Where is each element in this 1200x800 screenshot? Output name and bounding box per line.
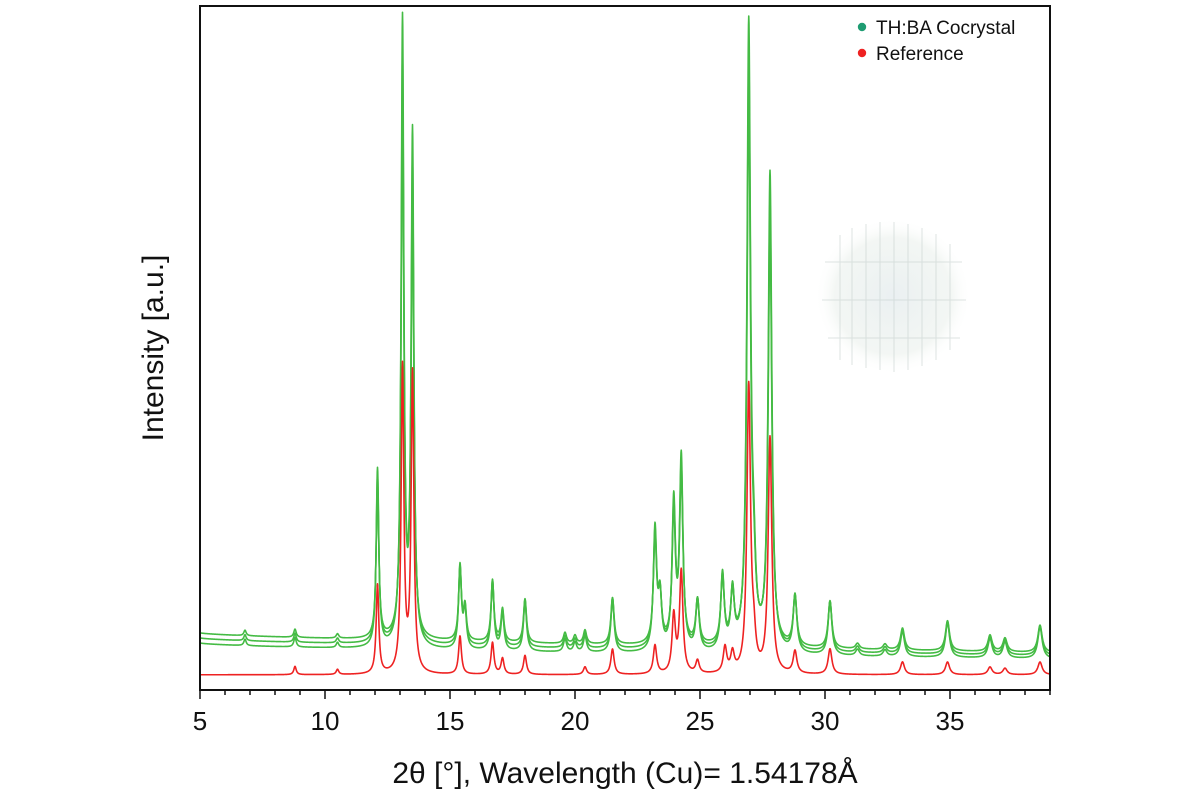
y-axis-title: Intensity [a.u.]	[137, 255, 170, 442]
series-line-reference-1	[200, 360, 1050, 676]
series-line-cocrystal-2	[200, 51, 1050, 656]
x-tick-label: 10	[311, 706, 340, 736]
x-axis-title: 2θ [°], Wavelength (Cu)= 1.54178Å	[392, 757, 857, 790]
legend-label: Reference	[876, 44, 964, 65]
x-tick-label: 35	[936, 706, 965, 736]
legend-marker	[857, 48, 867, 58]
series-line-cocrystal-3	[200, 91, 1050, 653]
x-tick-label: 5	[193, 706, 207, 736]
x-tick-label: 20	[561, 706, 590, 736]
legend-marker	[857, 22, 867, 32]
x-tick-label: 25	[686, 706, 715, 736]
x-tick-label: 15	[436, 706, 465, 736]
series-layer	[200, 11, 1050, 676]
series-line-cocrystal-1	[200, 11, 1050, 659]
legend: TH:BA Cocrystal Reference	[857, 18, 1015, 65]
inset-image	[815, 218, 971, 374]
x-tick-label: 30	[811, 706, 840, 736]
x-axis: 5 10 15 20 25 30 35	[193, 690, 1051, 736]
legend-label: TH:BA Cocrystal	[876, 18, 1015, 39]
